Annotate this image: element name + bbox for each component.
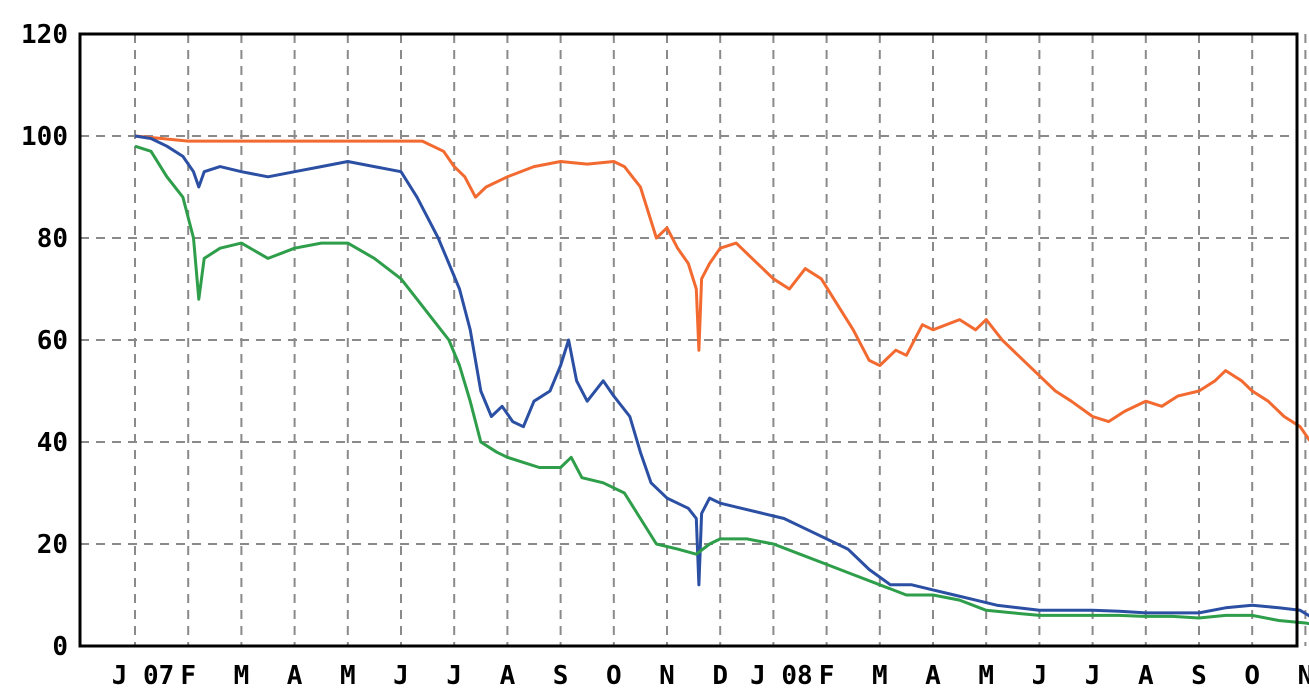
- y-tick-label: 60: [37, 326, 68, 356]
- x-tick-label: J: [1032, 661, 1048, 691]
- x-tick-label: A: [287, 661, 303, 691]
- y-tick-label: 0: [52, 632, 68, 662]
- y-tick-label: 80: [37, 224, 68, 254]
- x-tick-label: D: [712, 661, 728, 691]
- y-tick-label: 40: [37, 428, 68, 458]
- x-tick-label: F: [180, 661, 196, 691]
- x-tick-label: A: [1138, 661, 1154, 691]
- y-axis-ticks: 0 20 40 60 80 100 120: [21, 20, 68, 662]
- x-tick-label: F: [819, 661, 835, 691]
- series-line-1: [134, 134, 1309, 443]
- plot-frame: [78, 32, 1299, 648]
- x-tick-label: J 07: [112, 661, 175, 691]
- x-tick-label: J: [393, 661, 409, 691]
- x-axis-ticks: J 07 F M A M J J A S O N D J 08 F M A M J J A S O N: [112, 661, 1309, 691]
- y-tick-label: 20: [37, 530, 68, 560]
- x-tick-label: M: [234, 661, 250, 691]
- x-tick-label: J: [446, 661, 462, 691]
- y-tick-label: 120: [21, 20, 68, 50]
- x-tick-label: S: [1191, 661, 1207, 691]
- grid-lines: [80, 34, 1307, 646]
- x-tick-label: J 08: [750, 661, 813, 691]
- y-tick-label: 100: [21, 122, 68, 152]
- series-line-3: [134, 144, 1309, 626]
- x-tick-label: J: [1085, 661, 1101, 691]
- x-tick-label: S: [553, 661, 569, 691]
- x-tick-label: N: [659, 661, 675, 691]
- x-tick-label: M: [340, 661, 356, 691]
- series-group: [134, 134, 1309, 626]
- x-tick-label: M: [872, 661, 888, 691]
- x-tick-label: A: [500, 661, 516, 691]
- x-tick-label: O: [606, 661, 622, 691]
- x-tick-label: A: [925, 661, 941, 691]
- x-tick-label: O: [1244, 661, 1260, 691]
- x-tick-label: N: [1298, 661, 1309, 691]
- x-tick-label: M: [978, 661, 994, 691]
- series-line-2: [134, 134, 1309, 618]
